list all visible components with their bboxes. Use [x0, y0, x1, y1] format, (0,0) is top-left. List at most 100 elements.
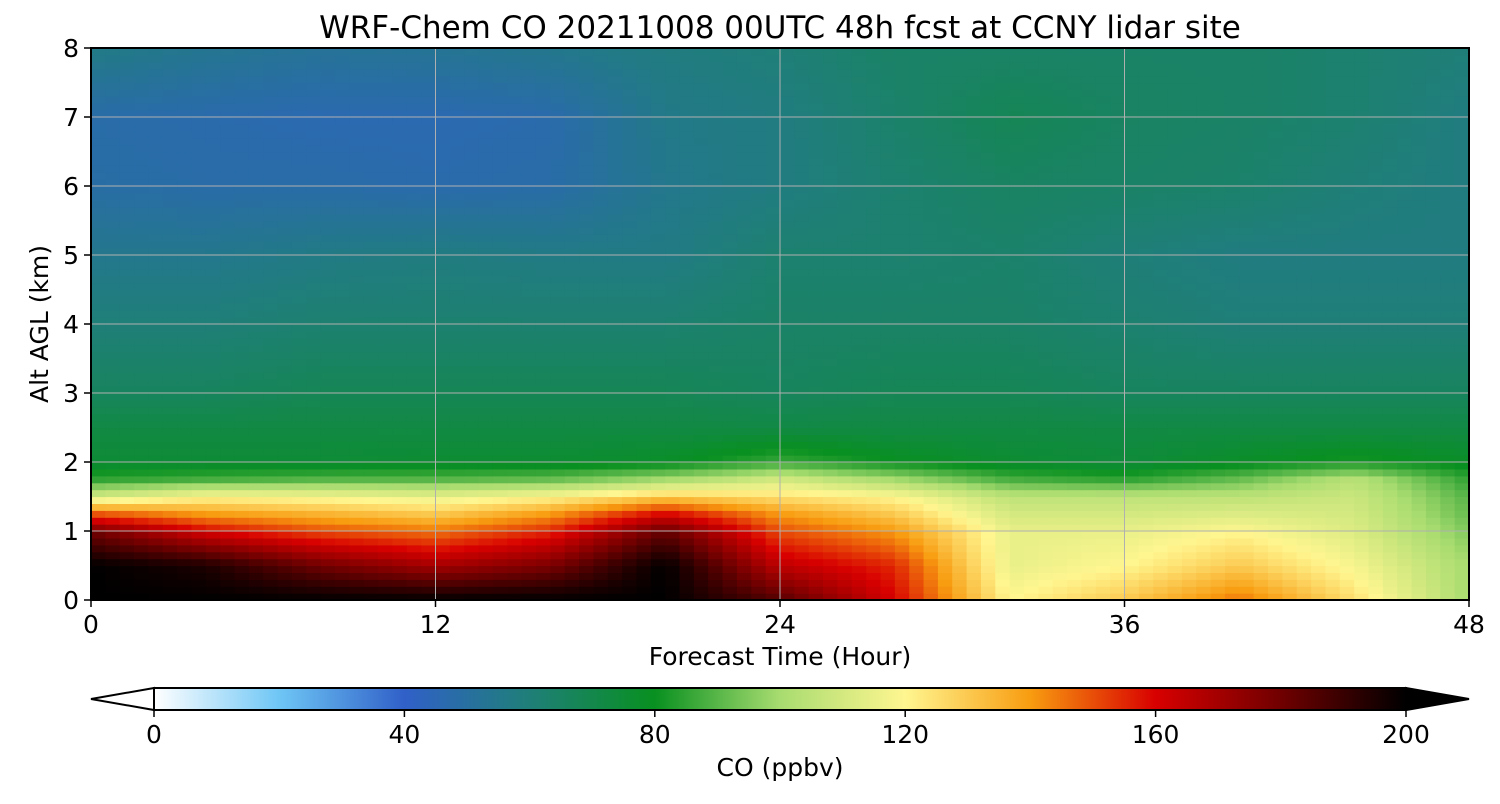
heatmap-cell: [851, 537, 867, 546]
heatmap-cell: [392, 489, 408, 498]
heatmap-cell: [966, 593, 982, 600]
heatmap-cell: [837, 544, 853, 553]
heatmap-cell: [607, 241, 623, 249]
heatmap-cell: [335, 358, 350, 366]
heatmap-cell: [1425, 434, 1441, 442]
heatmap-cell: [119, 441, 135, 449]
heatmap-cell: [1397, 462, 1413, 470]
heatmap-cell: [248, 441, 264, 449]
heatmap-cell: [119, 537, 135, 546]
heatmap-cell: [909, 441, 925, 449]
heatmap-cell: [607, 462, 623, 470]
heatmap-cell: [794, 241, 810, 249]
heatmap-cell: [794, 351, 810, 360]
heatmap-cell: [1124, 531, 1140, 539]
heatmap-cell: [535, 427, 551, 435]
heatmap-cell: [579, 544, 594, 553]
heatmap-cell: [923, 593, 939, 600]
heatmap-cell: [162, 579, 178, 587]
heatmap-cell: [535, 248, 551, 256]
heatmap-cell: [335, 365, 350, 373]
heatmap-cell: [119, 296, 135, 304]
heatmap-cell: [1095, 565, 1111, 573]
heatmap-cell: [1081, 510, 1097, 518]
heatmap-cell: [320, 427, 336, 435]
heatmap-cell: [1311, 324, 1327, 332]
heatmap-cell: [449, 255, 465, 263]
heatmap-cell: [1009, 482, 1025, 491]
heatmap-cell: [708, 462, 724, 470]
heatmap-cell: [91, 524, 106, 532]
heatmap-cell: [535, 324, 551, 332]
heatmap-cell: [263, 241, 279, 249]
heatmap-cell: [1411, 406, 1427, 415]
heatmap-cell: [1052, 393, 1068, 401]
heatmap-cell: [909, 579, 925, 587]
heatmap-cell: [837, 255, 853, 263]
heatmap-cell: [248, 517, 264, 525]
heatmap-cell: [1095, 593, 1111, 600]
heatmap-cell: [808, 558, 824, 567]
heatmap-cell: [780, 572, 795, 580]
heatmap-cell: [607, 503, 623, 511]
heatmap-cell: [220, 296, 236, 304]
heatmap-cell: [1110, 475, 1126, 484]
heatmap-cell: [1210, 531, 1226, 539]
heatmap-cell: [1296, 351, 1312, 360]
heatmap-cell: [1440, 399, 1456, 408]
heatmap-cell: [134, 399, 150, 408]
heatmap-cell: [980, 282, 996, 291]
heatmap-cell: [1124, 275, 1140, 284]
heatmap-cell: [1440, 503, 1456, 511]
heatmap-cell: [1354, 330, 1370, 339]
heatmap-cell: [1009, 261, 1025, 270]
heatmap-cell: [492, 310, 508, 318]
heatmap-cell: [823, 441, 839, 449]
heatmap-cell: [937, 261, 953, 270]
heatmap-cell: [363, 289, 379, 297]
heatmap-cell: [492, 475, 508, 484]
heatmap-cell: [148, 289, 164, 297]
heatmap-cell: [306, 406, 322, 415]
heatmap-cell: [1167, 517, 1183, 525]
heatmap-cell: [851, 448, 867, 456]
heatmap-cell: [91, 475, 106, 484]
heatmap-cell: [449, 420, 465, 429]
heatmap-cell: [1052, 358, 1068, 366]
heatmap-cell: [1440, 268, 1456, 277]
heatmap-cell: [1110, 455, 1126, 463]
heatmap-cell: [909, 572, 925, 580]
heatmap-cell: [1339, 289, 1355, 297]
heatmap-cell: [105, 386, 121, 394]
heatmap-cell: [1325, 427, 1341, 435]
heatmap-cell: [1253, 510, 1269, 518]
heatmap-cell: [923, 558, 939, 567]
heatmap-cell: [421, 434, 437, 442]
heatmap-cell: [780, 344, 795, 353]
heatmap-cell: [794, 406, 810, 415]
heatmap-cell: [894, 586, 910, 594]
heatmap-cell: [119, 337, 135, 346]
heatmap-cell: [349, 282, 365, 291]
heatmap-cell: [665, 524, 681, 532]
heatmap-cell: [277, 448, 293, 456]
heatmap-cell: [1153, 524, 1169, 532]
heatmap-cell: [119, 261, 135, 270]
heatmap-cell: [1454, 379, 1469, 387]
heatmap-cell: [980, 261, 996, 270]
heatmap-cell: [1196, 275, 1212, 284]
heatmap-cell: [248, 379, 264, 387]
heatmap-cell: [636, 579, 652, 587]
heatmap-cell: [1167, 579, 1183, 587]
heatmap-cell: [1382, 268, 1398, 277]
heatmap-cell: [679, 406, 695, 415]
heatmap-cell: [1296, 413, 1312, 422]
heatmap-cell: [1038, 351, 1054, 360]
heatmap-cell: [693, 462, 709, 470]
heatmap-cell: [349, 489, 365, 498]
heatmap-cell: [1210, 551, 1226, 560]
heatmap-cell: [105, 586, 121, 594]
heatmap-cell: [1397, 282, 1413, 291]
heatmap-cell: [349, 531, 365, 539]
heatmap-cell: [665, 386, 681, 394]
